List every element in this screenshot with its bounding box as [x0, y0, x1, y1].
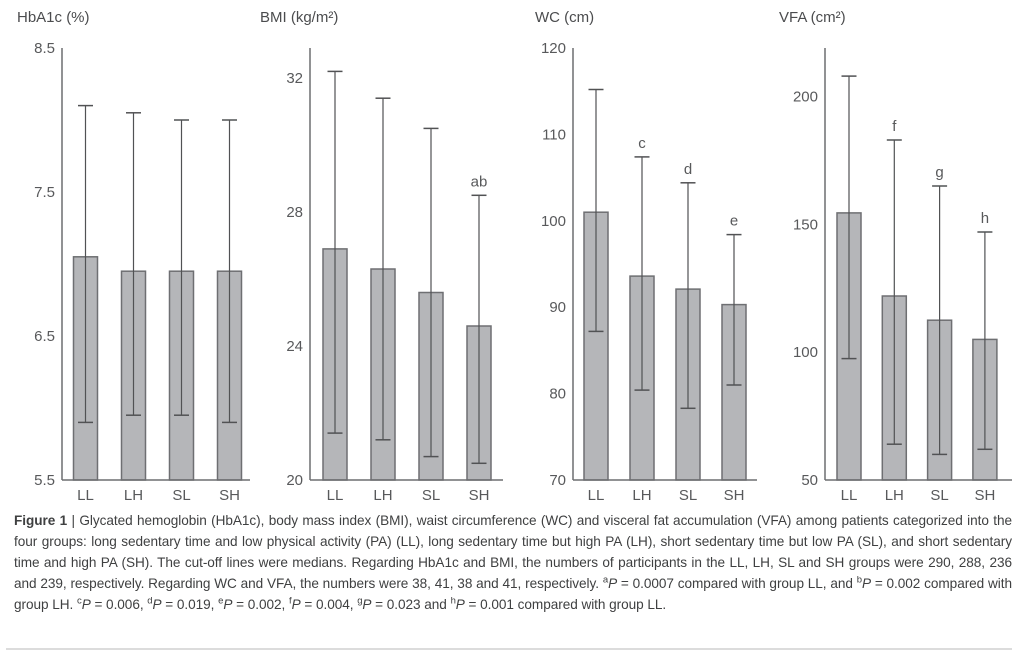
y-tick-label: 24	[286, 338, 303, 355]
y-tick-label: 120	[541, 40, 566, 57]
x-category-label-LH: LH	[124, 487, 143, 504]
caption-body: = 0.0007 compared with group LL, and	[617, 575, 857, 591]
sig-label-ab: ab	[471, 173, 488, 190]
sig-label-e: e	[730, 213, 738, 230]
x-category-label-SH: SH	[974, 487, 995, 504]
x-category-label-LH: LH	[373, 487, 392, 504]
y-tick-label: 32	[286, 70, 303, 87]
sig-label-h: h	[981, 210, 989, 227]
y-tick-label: 50	[801, 472, 818, 489]
caption-p: P	[861, 575, 871, 591]
caption-sup-d: d	[147, 595, 153, 607]
y-tick-label: 200	[793, 89, 818, 106]
x-category-label-LL: LL	[588, 487, 605, 504]
y-tick-label: 5.5	[34, 472, 55, 489]
caption-body: = 0.002,	[232, 596, 289, 612]
chart-title: WC (cm)	[535, 9, 594, 26]
caption-p: P	[223, 596, 233, 612]
y-tick-label: 110	[542, 126, 566, 143]
sig-label-d: d	[684, 161, 692, 178]
sig-label-c: c	[638, 135, 646, 152]
y-tick-label: 80	[549, 386, 566, 403]
y-tick-label: 20	[286, 472, 303, 489]
caption-body: = 0.019,	[161, 596, 219, 612]
x-category-label-LL: LL	[77, 487, 94, 504]
caption-body: = 0.006,	[90, 596, 148, 612]
chart-title: VFA (cm²)	[779, 9, 846, 26]
sig-label-f: f	[892, 118, 897, 135]
y-tick-label: 150	[793, 216, 818, 233]
y-tick-label: 100	[793, 344, 818, 361]
x-category-label-LH: LH	[885, 487, 904, 504]
x-category-label-SL: SL	[930, 487, 948, 504]
x-category-label-SL: SL	[422, 487, 440, 504]
page-bottom-rule	[6, 648, 1012, 650]
caption-body: = 0.004,	[300, 596, 358, 612]
caption-sup-e: e	[218, 595, 224, 607]
caption-sup-f: f	[288, 595, 292, 607]
caption-sup-c: c	[76, 595, 82, 607]
caption-p: P	[81, 596, 91, 612]
caption-p: P	[362, 596, 372, 612]
caption-body: = 0.001 compared with group LL.	[464, 596, 667, 612]
caption-sup-b: b	[856, 574, 862, 586]
charts-canvas: 5.5 6.5 7.5 8.5 LL LH SL SH HbA1c (%) ab 20 24 28 32 L…	[17, 9, 1012, 504]
caption-p: P	[152, 596, 162, 612]
caption-sup-g: g	[357, 595, 363, 607]
y-tick-label: 7.5	[34, 184, 55, 201]
chart-title: BMI (kg/m²)	[260, 9, 338, 26]
caption-figure-label: Figure 1	[14, 513, 68, 528]
y-tick-label: 8.5	[34, 40, 55, 57]
figure-caption: Figure 1 | Glycated hemoglobin (HbA1c), …	[14, 511, 1012, 616]
caption-p: P	[291, 596, 301, 612]
y-tick-label: 100	[541, 213, 566, 230]
chart-title: HbA1c (%)	[17, 9, 90, 26]
caption-body: | Glycated hemoglobin (HbA1c), body mass…	[14, 513, 1012, 591]
x-category-label-LL: LL	[841, 487, 858, 504]
x-category-label-SH: SH	[724, 487, 745, 504]
caption-body: = 0.002 compared with group LH.	[14, 575, 1013, 612]
x-category-label-SH: SH	[469, 487, 490, 504]
x-category-label-SH: SH	[219, 487, 240, 504]
x-category-label-LL: LL	[327, 487, 344, 504]
y-tick-label: 70	[549, 472, 566, 489]
x-category-label-SL: SL	[172, 487, 190, 504]
y-tick-label: 6.5	[34, 328, 55, 345]
sig-label-g: g	[935, 164, 943, 181]
y-tick-label: 90	[549, 299, 566, 316]
x-category-label-LH: LH	[632, 487, 651, 504]
caption-p: P	[608, 575, 618, 591]
caption-p: P	[455, 596, 465, 612]
caption-body: = 0.023 and	[371, 596, 451, 612]
caption-sup-h: h	[450, 595, 456, 607]
caption-sup-a: a	[602, 574, 609, 586]
x-category-label-SL: SL	[679, 487, 697, 504]
y-tick-label: 28	[286, 204, 303, 221]
